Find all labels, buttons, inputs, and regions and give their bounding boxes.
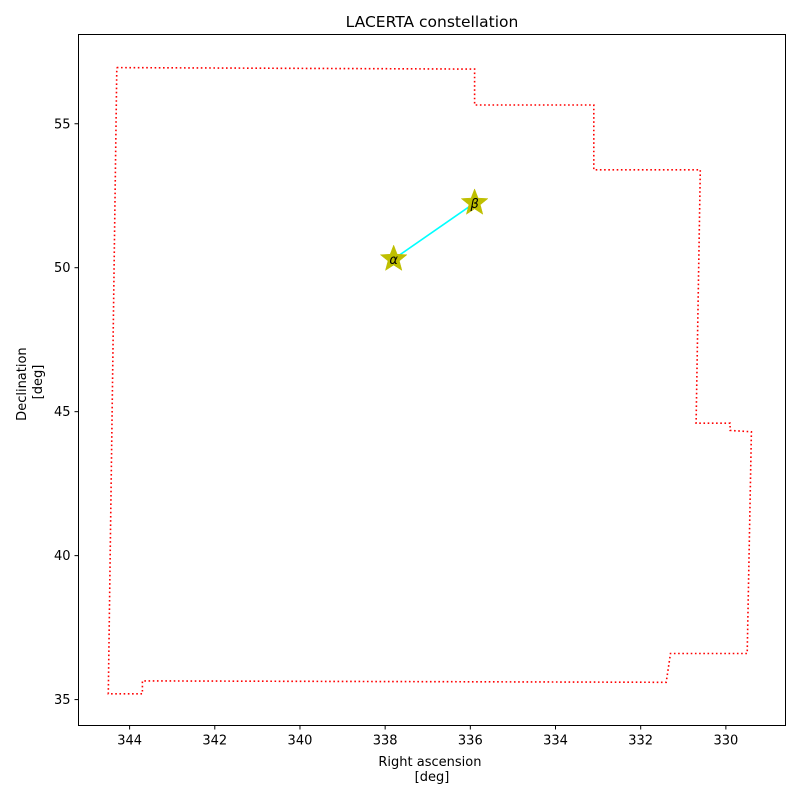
x-axis-label-line-1: Right ascension (378, 755, 481, 770)
star-label: α (389, 253, 398, 268)
plot-layer: αβ (107, 66, 753, 695)
x-tick-label: 340 (288, 734, 313, 749)
constellation-line (393, 202, 476, 260)
x-axis-label: Right ascension [deg] (378, 755, 485, 785)
star-marker (460, 188, 489, 215)
x-tick-label: 334 (543, 734, 568, 749)
y-axis-ticks: 35 40 45 50 55 (54, 117, 79, 708)
x-tick-label: 338 (373, 734, 398, 749)
star-label: β (469, 197, 478, 212)
chart-title: LACERTA constellation (346, 13, 519, 31)
x-axis-ticks: 344 342 340 338 336 334 332 330 (117, 725, 738, 749)
x-axis-label-line-2: [deg] (415, 770, 450, 785)
star-marker (379, 244, 408, 271)
x-tick-label: 332 (628, 734, 653, 749)
y-tick-label: 50 (54, 261, 71, 276)
y-tick-label: 45 (54, 405, 71, 420)
y-tick-label: 40 (54, 549, 71, 564)
x-tick-label: 344 (117, 734, 142, 749)
x-tick-label: 336 (458, 734, 483, 749)
y-tick-label: 55 (54, 117, 71, 132)
y-axis-label: Declination [deg] (15, 343, 46, 421)
y-axis-label-line-1: Declination (15, 347, 30, 421)
x-tick-label: 330 (713, 734, 738, 749)
plot-area (78, 34, 786, 726)
y-tick-label: 35 (54, 693, 71, 708)
y-axis-label-line-2: [deg] (31, 365, 46, 400)
x-tick-label: 342 (202, 734, 227, 749)
constellation-boundary (107, 66, 753, 695)
